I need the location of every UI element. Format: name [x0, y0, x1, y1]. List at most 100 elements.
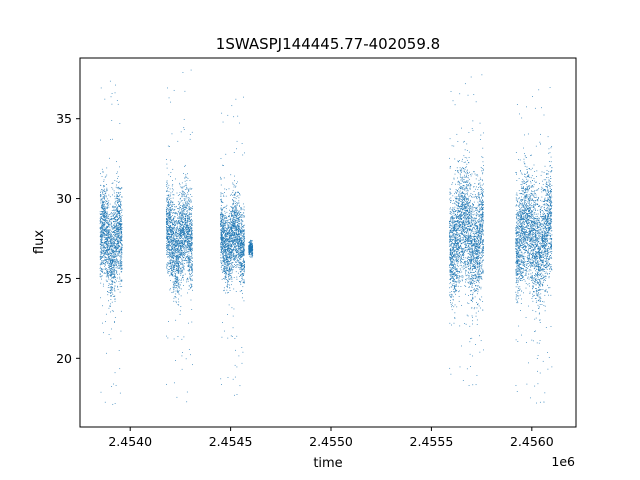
data-point [191, 131, 193, 133]
data-point [240, 207, 241, 209]
data-point [186, 236, 188, 238]
data-point [174, 246, 176, 248]
data-point [169, 159, 171, 161]
data-point [242, 226, 244, 227]
data-point [182, 228, 184, 230]
data-point [178, 267, 179, 268]
data-point [165, 218, 167, 220]
data-point [107, 251, 108, 253]
data-point [236, 255, 237, 257]
data-point [100, 192, 101, 193]
data-point [109, 261, 111, 263]
data-point [109, 221, 111, 222]
data-point [104, 252, 106, 254]
data-point [180, 306, 182, 307]
data-point [115, 254, 117, 256]
data-point [116, 209, 117, 211]
data-point [177, 228, 179, 230]
data-point [232, 258, 234, 260]
data-point [173, 224, 174, 225]
data-point [172, 239, 174, 240]
data-point [102, 285, 104, 287]
data-point [119, 242, 121, 244]
data-point [180, 197, 181, 199]
data-point [233, 152, 235, 153]
data-point [109, 236, 111, 238]
data-point [228, 241, 230, 242]
data-point [169, 270, 171, 272]
data-point [178, 246, 179, 248]
data-point [113, 250, 115, 252]
data-point [182, 246, 184, 248]
data-point [99, 217, 101, 219]
data-point [174, 296, 176, 298]
data-point [173, 233, 175, 235]
data-point [100, 253, 102, 255]
data-point [189, 219, 191, 221]
data-point [220, 200, 222, 202]
data-point [174, 281, 176, 283]
data-point [106, 269, 108, 271]
data-point [112, 273, 114, 275]
data-point [99, 231, 101, 233]
data-point [111, 265, 113, 267]
data-point [243, 206, 245, 208]
data-point [230, 257, 232, 259]
data-point [189, 209, 191, 210]
data-point [167, 265, 168, 267]
data-point [118, 239, 120, 241]
data-point [180, 231, 182, 232]
data-point [176, 269, 178, 271]
data-point [106, 252, 108, 254]
data-point [235, 271, 237, 273]
data-point [187, 224, 189, 226]
data-point [179, 240, 181, 242]
data-point [182, 210, 184, 212]
data-point [121, 223, 123, 225]
data-point [231, 264, 233, 265]
data-point [168, 244, 169, 246]
data-point [184, 233, 186, 235]
data-point [234, 195, 236, 196]
data-point [187, 265, 189, 267]
data-point [228, 255, 230, 257]
data-point [239, 193, 240, 195]
data-point [236, 220, 238, 221]
data-point [235, 219, 236, 221]
data-point [174, 253, 176, 255]
data-point [177, 270, 179, 271]
data-point [101, 223, 103, 225]
data-point [227, 253, 229, 255]
data-point [116, 194, 118, 195]
data-point [108, 264, 110, 266]
data-point [189, 220, 190, 222]
data-point [189, 250, 191, 252]
data-point [224, 230, 226, 232]
data-point [104, 237, 106, 238]
data-point [178, 262, 180, 264]
data-point [111, 213, 113, 215]
data-point [222, 257, 224, 258]
data-point [232, 262, 234, 263]
data-point [185, 248, 187, 250]
data-point [111, 233, 113, 235]
data-point [179, 226, 181, 228]
data-point [105, 195, 107, 197]
data-point [170, 242, 171, 244]
data-point [104, 197, 106, 199]
data-point [184, 237, 186, 238]
data-point [233, 240, 234, 242]
data-point [232, 204, 234, 206]
data-point [180, 270, 182, 272]
data-point [176, 237, 178, 239]
data-point [177, 235, 179, 237]
data-point [120, 246, 122, 248]
data-point [235, 206, 237, 208]
data-point [176, 270, 178, 272]
data-point [232, 234, 233, 236]
data-point [221, 249, 222, 250]
data-point [103, 246, 105, 248]
data-point [121, 249, 122, 251]
data-point [116, 262, 117, 264]
data-point [181, 227, 182, 229]
